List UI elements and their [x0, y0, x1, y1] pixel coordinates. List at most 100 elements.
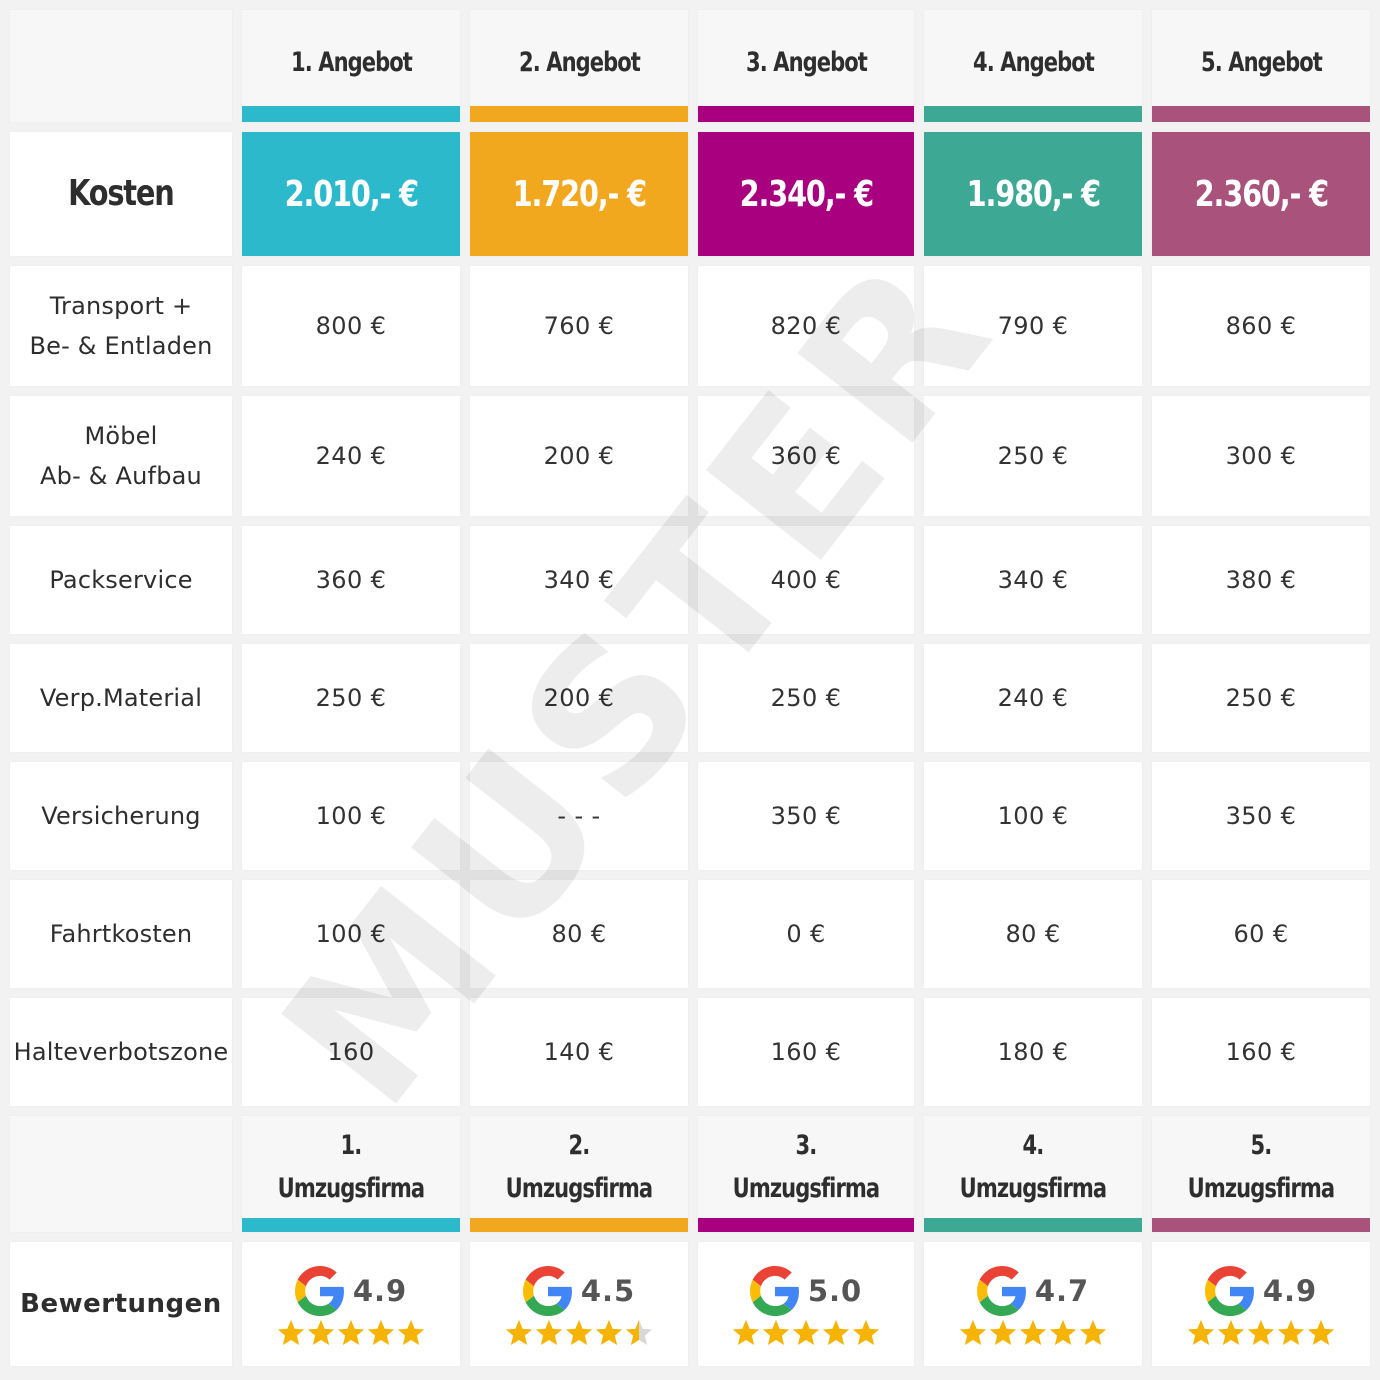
firm-header-3: 3. Umzugsfirma: [698, 1116, 914, 1232]
cost-value: 250 €: [1152, 644, 1370, 752]
row-label-line: Verp.Material: [39, 684, 203, 712]
cost-value: 340 €: [470, 526, 688, 634]
cost-value: 160: [242, 998, 460, 1106]
rating-score: 4.5: [580, 1274, 636, 1308]
star-icon: [564, 1318, 594, 1348]
total-price: 2.360,- €: [1194, 173, 1328, 215]
offer-total-2: 1.720,- €: [470, 132, 688, 256]
total-price: 2.340,- €: [739, 173, 873, 215]
star-icon: [1186, 1318, 1216, 1348]
row-label-line: Möbel: [84, 422, 158, 450]
offer-header-3: 3. Angebot: [698, 10, 914, 122]
row-label-line: Ab- & Aufbau: [40, 462, 202, 490]
corner-cell: [10, 10, 232, 122]
cost-value: 760 €: [470, 266, 688, 386]
row-label-text: Halteverbotszone: [14, 1032, 229, 1072]
cost-value: 240 €: [242, 396, 460, 516]
offer-header-4: 4. Angebot: [924, 10, 1142, 122]
firm-color-bar: [1152, 1218, 1370, 1232]
star-icon: [1246, 1318, 1276, 1348]
offer-total-5: 2.360,- €: [1152, 132, 1370, 256]
offer-total-3: 2.340,- €: [698, 132, 914, 256]
rating-stars: [958, 1318, 1108, 1348]
star-icon: [336, 1318, 366, 1348]
star-icon: [761, 1318, 791, 1348]
firm-color-bar: [698, 1218, 914, 1232]
cost-value: 790 €: [924, 266, 1142, 386]
row-label-6: Fahrtkosten: [10, 880, 232, 988]
star-icon: [1276, 1318, 1306, 1348]
firm-title: 5. Umzugsfirma: [1167, 1124, 1355, 1210]
firm-label: Umzugsfirma: [505, 1173, 653, 1204]
firm-number: 1.: [340, 1130, 363, 1161]
row-label-line: Packservice: [49, 566, 193, 594]
offer-header-2: 2. Angebot: [470, 10, 688, 122]
offer-color-bar: [698, 106, 914, 122]
offer-total-4: 1.980,- €: [924, 132, 1142, 256]
row-label-text: Transport + Be- & Entladen: [29, 286, 212, 366]
star-icon: [624, 1318, 654, 1348]
cost-value: 350 €: [698, 762, 914, 870]
row-label-line: Fahrtkosten: [49, 920, 193, 948]
rating-stars: [504, 1318, 654, 1348]
cost-value: 80 €: [470, 880, 688, 988]
star-icon: [396, 1318, 426, 1348]
firm-color-bar: [924, 1218, 1142, 1232]
rating-cell-4: 4.7: [924, 1242, 1142, 1366]
rating-cell-5: 4.9: [1152, 1242, 1370, 1366]
cost-value: 160 €: [698, 998, 914, 1106]
rating-stars: [276, 1318, 426, 1348]
firm-header-5: 5. Umzugsfirma: [1152, 1116, 1370, 1232]
row-label-text: Versicherung: [41, 796, 200, 836]
cost-value: 200 €: [470, 396, 688, 516]
star-icon: [504, 1318, 534, 1348]
row-label-text: Fahrtkosten: [50, 914, 193, 954]
star-icon: [306, 1318, 336, 1348]
rating-top: 4.5: [522, 1266, 636, 1316]
row-label-1: Transport + Be- & Entladen: [10, 266, 232, 386]
offer-title: 5. Angebot: [1200, 47, 1323, 78]
row-label-2: Möbel Ab- & Aufbau: [10, 396, 232, 516]
offer-title: 4. Angebot: [972, 47, 1095, 78]
firm-label: Umzugsfirma: [1187, 1173, 1335, 1204]
offer-color-bar: [242, 106, 460, 122]
cost-value: 180 €: [924, 998, 1142, 1106]
star-icon: [1018, 1318, 1048, 1348]
star-icon: [988, 1318, 1018, 1348]
kosten-label: Kosten: [68, 173, 175, 214]
firm-title: 2. Umzugsfirma: [485, 1124, 673, 1210]
row-label-text: Packservice: [49, 560, 192, 600]
rating-score: 5.0: [807, 1274, 863, 1308]
cost-value: 240 €: [924, 644, 1142, 752]
cost-value: 860 €: [1152, 266, 1370, 386]
firm-color-bar: [470, 1218, 688, 1232]
cost-value: 360 €: [242, 526, 460, 634]
star-icon: [958, 1318, 988, 1348]
firm-title: 3. Umzugsfirma: [712, 1124, 900, 1210]
firm-number: 2.: [568, 1130, 591, 1161]
cost-value: - - -: [470, 762, 688, 870]
offer-color-bar: [470, 106, 688, 122]
offer-color-bar: [924, 106, 1142, 122]
price-comparison-table: 1. Angebot 2. Angebot 3. Angebot 4. Angebot…: [10, 10, 1370, 1366]
bewertungen-label: Bewertungen: [10, 1242, 232, 1366]
cost-value: 100 €: [242, 762, 460, 870]
cost-value: 160 €: [1152, 998, 1370, 1106]
star-icon: [534, 1318, 564, 1348]
firm-number: 5.: [1250, 1130, 1273, 1161]
offer-color-bar: [1152, 106, 1370, 122]
rating-stars: [1186, 1318, 1336, 1348]
cost-value: 250 €: [242, 644, 460, 752]
offer-title: 3. Angebot: [745, 47, 868, 78]
firm-header-2: 2. Umzugsfirma: [470, 1116, 688, 1232]
cost-value: 350 €: [1152, 762, 1370, 870]
offer-header-5: 5. Angebot: [1152, 10, 1370, 122]
cost-value: 820 €: [698, 266, 914, 386]
firm-title: 1. Umzugsfirma: [257, 1124, 445, 1210]
cost-value: 250 €: [924, 396, 1142, 516]
cost-value: 200 €: [470, 644, 688, 752]
star-icon: [1078, 1318, 1108, 1348]
firm-corner-cell: [10, 1116, 232, 1232]
row-label-3: Packservice: [10, 526, 232, 634]
firm-header-4: 4. Umzugsfirma: [924, 1116, 1142, 1232]
